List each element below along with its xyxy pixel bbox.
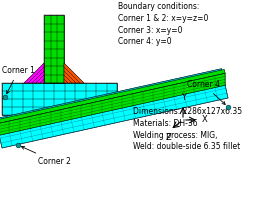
- Polygon shape: [24, 63, 44, 83]
- Text: Dimensions: 2286x127x6.35
Materials: DH-36
Welding process: MIG,
Weld: double-si: Dimensions: 2286x127x6.35 Materials: DH-…: [133, 107, 242, 151]
- Text: X: X: [202, 116, 208, 125]
- Polygon shape: [64, 63, 84, 83]
- Text: Corner 4: Corner 4: [187, 80, 225, 105]
- Bar: [44, 15, 64, 83]
- Polygon shape: [0, 73, 225, 135]
- Polygon shape: [0, 69, 225, 123]
- Bar: [2, 83, 117, 115]
- Text: Y: Y: [181, 93, 187, 102]
- Text: Corner 2: Corner 2: [21, 146, 71, 166]
- Text: Z: Z: [165, 133, 171, 142]
- Text: Corner 1: Corner 1: [2, 66, 35, 94]
- Text: Boundary conditions:
Corner 1 & 2: x=y=z=0
Corner 3: x=y=0
Corner 4: y=0: Boundary conditions: Corner 1 & 2: x=y=z…: [118, 2, 209, 46]
- Polygon shape: [0, 69, 228, 148]
